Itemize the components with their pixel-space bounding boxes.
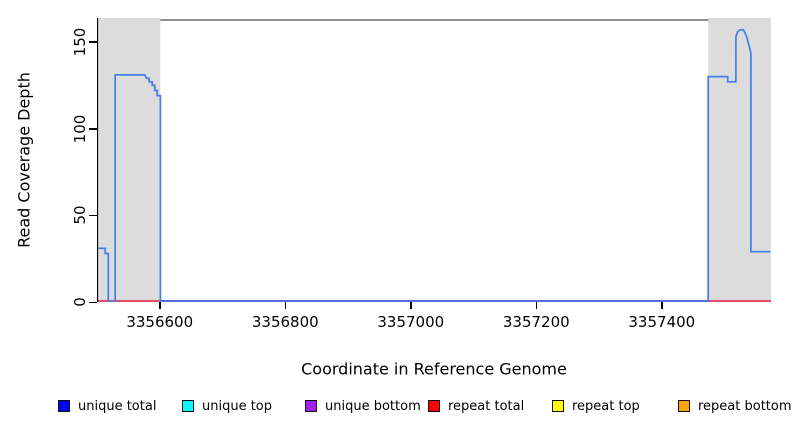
legend-swatch bbox=[678, 400, 690, 412]
y-tick-label: 100 bbox=[71, 114, 89, 143]
legend-item-label: unique top bbox=[202, 398, 273, 414]
y-tick-mark bbox=[89, 301, 97, 303]
y-tick-label: 0 bbox=[71, 297, 89, 307]
legend-item-label: repeat total bbox=[448, 398, 525, 414]
x-tick-mark bbox=[284, 302, 287, 309]
x-axis-title: Coordinate in Reference Genome bbox=[301, 359, 567, 379]
legend-swatch bbox=[58, 400, 70, 412]
legend-item-label: unique bottom bbox=[325, 398, 421, 414]
x-tick-label: 3357400 bbox=[628, 313, 696, 331]
y-tick-mark bbox=[89, 128, 97, 130]
x-tick-label: 3357200 bbox=[502, 313, 570, 331]
legend-item-repeat-top: repeat top bbox=[552, 398, 640, 414]
unique-total-line bbox=[97, 28, 771, 302]
legend-swatch bbox=[428, 400, 440, 412]
legend-swatch bbox=[182, 400, 194, 412]
legend-item-unique-total: unique total bbox=[58, 398, 156, 414]
y-tick-label: 150 bbox=[71, 27, 89, 57]
legend-item-label: unique total bbox=[78, 398, 157, 414]
y-tick-label: 50 bbox=[71, 205, 89, 225]
legend: unique total unique top unique bottom re… bbox=[0, 398, 792, 418]
y-tick-mark bbox=[89, 41, 97, 43]
plot-svg bbox=[97, 18, 771, 302]
x-tick-label: 3356800 bbox=[251, 313, 319, 331]
x-tick-mark bbox=[661, 302, 663, 309]
legend-swatch bbox=[305, 400, 317, 412]
legend-item-repeat-bottom: repeat bottom bbox=[678, 398, 792, 414]
legend-item-unique-top: unique top bbox=[182, 398, 272, 414]
repeat-region-left bbox=[97, 18, 161, 302]
x-tick-label: 3356600 bbox=[126, 313, 194, 331]
legend-item-repeat-total: repeat total bbox=[428, 398, 524, 414]
x-tick-label: 3357000 bbox=[377, 313, 445, 331]
legend-item-label: repeat bottom bbox=[698, 398, 792, 414]
y-tick-mark bbox=[89, 214, 97, 217]
x-tick-mark bbox=[410, 302, 412, 309]
x-tick-mark bbox=[535, 302, 538, 309]
plot-area bbox=[97, 18, 771, 302]
legend-swatch bbox=[552, 400, 564, 412]
y-axis-title: Read Coverage Depth bbox=[14, 72, 34, 248]
legend-item-label: repeat top bbox=[572, 398, 640, 414]
x-tick-mark bbox=[159, 302, 161, 309]
repeat-region-right bbox=[708, 18, 771, 302]
legend-item-unique-bottom: unique bottom bbox=[305, 398, 421, 414]
